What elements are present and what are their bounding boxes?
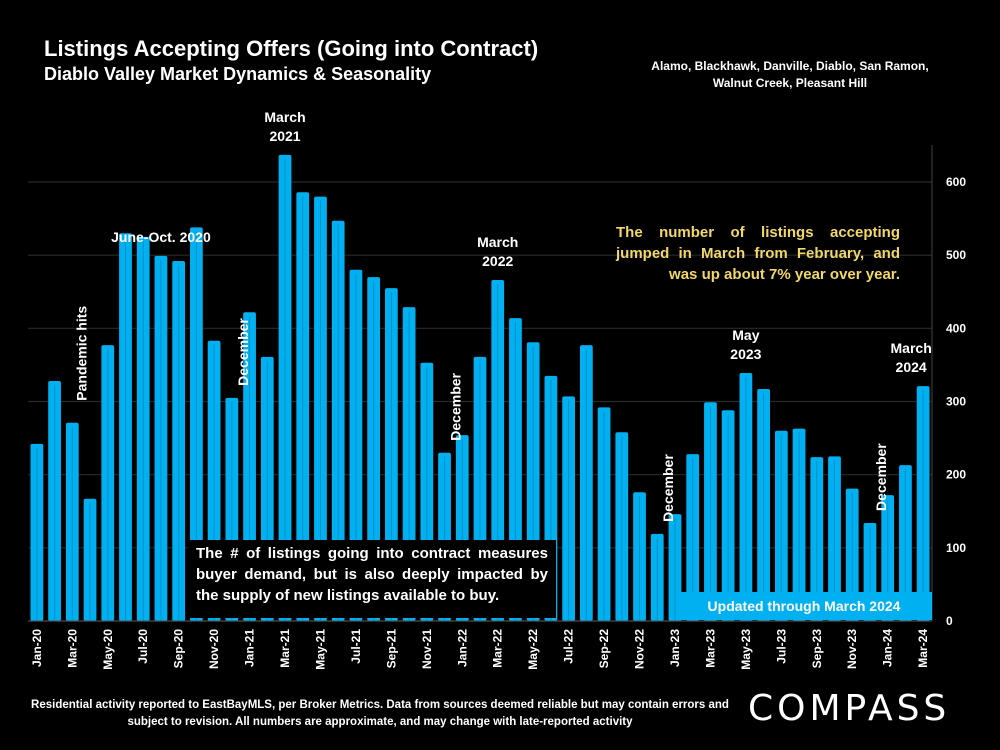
x-tick-label: Sep-23 — [810, 629, 824, 669]
annotation-label: December — [235, 318, 251, 386]
y-tick-label: 200 — [946, 468, 966, 482]
x-tick-label: Jan-24 — [881, 629, 895, 667]
x-tick-label: Jan-23 — [668, 629, 682, 667]
annotation-label: May — [732, 327, 759, 343]
y-tick-label: 0 — [946, 614, 953, 628]
x-tick-label: Nov-21 — [420, 629, 434, 669]
annotation-label: December — [660, 454, 676, 522]
x-tick-label: Mar-24 — [916, 629, 930, 668]
x-tick-label: Nov-22 — [633, 629, 647, 669]
x-tick-label: Jan-20 — [30, 629, 44, 667]
x-tick-label: Mar-20 — [65, 629, 79, 668]
regions-label: Alamo, Blackhawk, Danville, Diablo, San … — [651, 59, 929, 90]
annotation-label: March — [477, 234, 518, 250]
demand-note: The # of listings going into contract me… — [188, 540, 556, 618]
bars — [28, 154, 932, 622]
annotation-label: 2024 — [896, 359, 927, 375]
annotation-label: December — [448, 372, 464, 440]
y-tick-label: 100 — [946, 541, 966, 555]
annotation-label: June-Oct. 2020 — [111, 229, 211, 245]
x-tick-label: Sep-20 — [172, 629, 186, 669]
x-tick-label: Nov-23 — [845, 629, 859, 669]
x-tick-label: Jul-20 — [136, 629, 150, 664]
x-tick-label: Jan-22 — [455, 629, 469, 667]
annotations: Pandemic hits June-Oct. 2020 December March… — [73, 109, 931, 522]
x-axis: Jan-20 Mar-20 May-20 Jul-20 Sep-20 Nov-20 Jan-… — [30, 629, 930, 670]
x-tick-label: Jan-21 — [243, 629, 257, 667]
updated-badge: Updated through March 2024 — [676, 592, 932, 620]
chart-subtitle: Diablo Valley Market Dynamics & Seasonal… — [44, 64, 432, 84]
annotation-label: March — [264, 109, 305, 125]
y-tick-label: 400 — [946, 321, 966, 335]
x-tick-label: Jul-23 — [774, 629, 788, 664]
y-tick-label: 600 — [946, 175, 966, 189]
compass-logo: COMPASS — [748, 688, 951, 729]
yoy-note: The number of listings accepting jumped … — [616, 224, 900, 283]
annotation-label: December — [873, 443, 889, 511]
x-tick-label: Jul-21 — [349, 629, 363, 664]
x-tick-label: Jul-22 — [562, 629, 576, 664]
y-axis: 0 100 200 300 400 500 600 — [931, 145, 966, 628]
x-tick-label: Mar-21 — [278, 629, 292, 668]
annotation-label: 2022 — [482, 253, 513, 269]
x-tick-label: Sep-22 — [597, 629, 611, 669]
annotation-label: 2023 — [730, 346, 761, 362]
x-tick-label: Mar-23 — [703, 629, 717, 668]
x-tick-label: May-20 — [101, 629, 115, 670]
y-tick-label: 500 — [946, 248, 966, 262]
x-tick-label: May-21 — [313, 629, 327, 670]
x-tick-label: May-23 — [739, 629, 753, 670]
disclaimer: Residential activity reported to EastBay… — [31, 699, 729, 728]
annotation-label: 2021 — [269, 128, 300, 144]
x-tick-label: Sep-21 — [384, 629, 398, 669]
y-tick-label: 300 — [946, 395, 966, 409]
x-tick-label: Nov-20 — [207, 629, 221, 669]
chart-title: Listings Accepting Offers (Going into Co… — [44, 36, 539, 61]
annotation-label: Pandemic hits — [73, 306, 89, 401]
annotation-label: March — [891, 340, 932, 356]
x-tick-label: May-22 — [526, 629, 540, 670]
x-tick-label: Mar-22 — [491, 629, 505, 668]
